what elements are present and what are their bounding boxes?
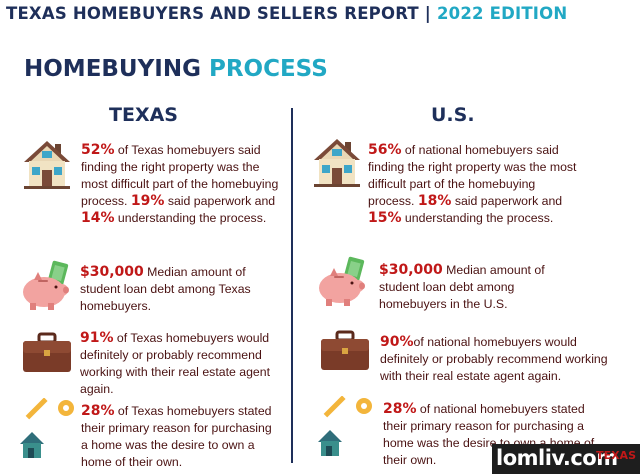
stat-text: said paperwork and (164, 194, 276, 208)
column-heading-texas: TEXAS (109, 104, 178, 126)
briefcase-icon (23, 332, 71, 372)
stat-text: of Texas homebuyers said finding the rig… (81, 143, 279, 208)
stat-text: Median amount of student loan debt among… (80, 265, 251, 313)
column-heading-us: U.S. (431, 104, 475, 126)
stat-text: understanding the process. (401, 211, 554, 225)
piggy-bank-icon (23, 260, 69, 310)
house-icon (24, 141, 70, 189)
stat-highlight: 14% (81, 210, 115, 226)
texas-stat-primary-reason: 28% of Texas homebuyers stated their pri… (81, 403, 279, 471)
stat-text: said paperwork and (451, 194, 563, 208)
stat-highlight: 91% (80, 330, 114, 346)
stat-text: of national homebuyers would definitely … (380, 335, 608, 383)
watermark-text: lomliv.com (496, 446, 618, 470)
texas-stat-difficulty: 52% of Texas homebuyers said finding the… (81, 142, 281, 227)
house-key-icon (20, 398, 74, 458)
us-stat-student-debt: $30,000 Median amount of student loan de… (379, 262, 569, 313)
us-stat-difficulty: 56% of national homebuyers said finding … (368, 142, 578, 227)
texas-stat-student-debt: $30,000 Median amount of student loan de… (80, 264, 276, 315)
column-divider (291, 108, 293, 463)
stat-highlight: $30,000 (379, 262, 443, 278)
title-separator: | (424, 4, 432, 23)
report-title: TEXAS HOMEBUYERS AND SELLERS REPORT | 20… (6, 4, 567, 23)
stat-text: of national homebuyers said finding the … (368, 143, 577, 208)
house-key-icon (318, 396, 372, 456)
us-stat-primary-reason: 28% of national homebuyers stated their … (383, 401, 603, 469)
stat-text: understanding the process. (114, 211, 267, 225)
us-stat-recommend-agent: 90%of national homebuyers would definite… (380, 334, 620, 385)
stat-highlight: 15% (368, 210, 402, 226)
stat-highlight: 19% (130, 193, 165, 209)
stat-text: of Texas homebuyers stated their primary… (81, 404, 272, 469)
watermark: lomliv.com TEXAS (492, 444, 640, 474)
stat-highlight: 56% (368, 142, 402, 158)
report-title-main: TEXAS HOMEBUYERS AND SELLERS REPORT (6, 4, 419, 23)
stat-highlight: 90% (380, 334, 414, 350)
stat-highlight: $30,000 (80, 264, 144, 280)
watermark-logo: TEXAS (596, 449, 636, 462)
texas-stat-recommend-agent: 91% of Texas homebuyers would definitely… (80, 330, 280, 398)
stat-highlight: 28% (81, 403, 115, 419)
stat-text: of Texas homebuyers would definitely or … (80, 331, 271, 396)
briefcase-icon (321, 330, 369, 370)
house-icon (314, 139, 360, 187)
report-edition: 2022 EDITION (436, 4, 568, 23)
stat-highlight: 28% (383, 401, 417, 417)
piggy-bank-icon (319, 256, 365, 306)
section-title-process: PROCESS (208, 56, 328, 82)
section-title-homebuying: HOMEBUYING (24, 56, 201, 82)
section-title: HOMEBUYING PROCESS (24, 56, 328, 82)
stat-text: Median amount of student loan debt among… (379, 263, 545, 311)
stat-highlight: 52% (81, 142, 115, 158)
stat-highlight: 18% (417, 193, 452, 209)
